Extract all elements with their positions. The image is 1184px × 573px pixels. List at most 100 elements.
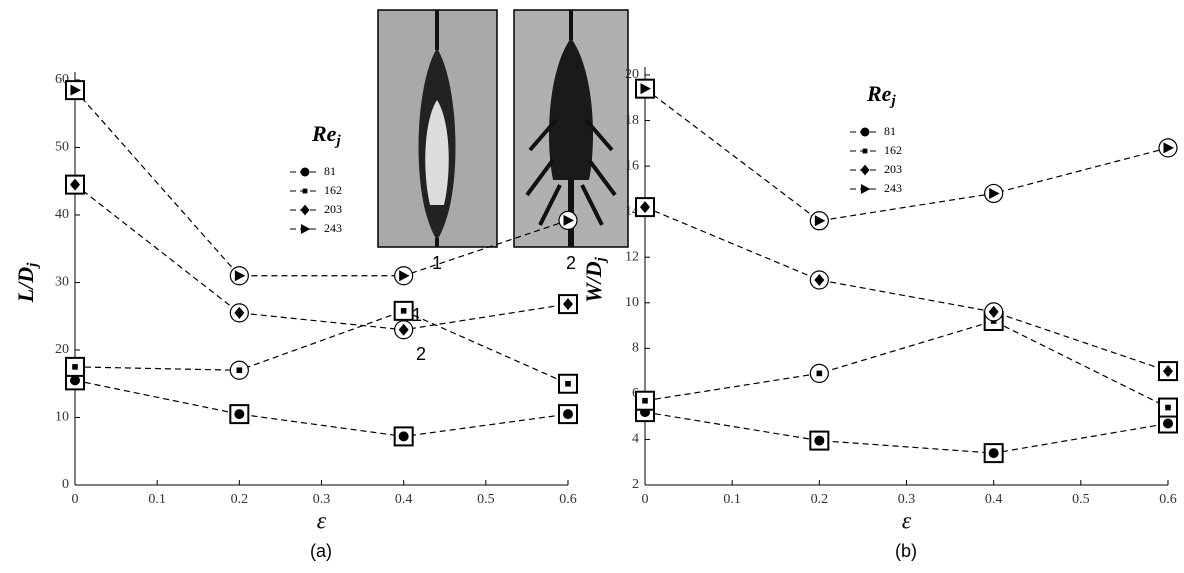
y-axis-label: W/Dj: [581, 256, 609, 303]
y-axis-label-main: W/D: [581, 261, 606, 303]
legend-title-main: Re: [866, 81, 892, 106]
y-tick-label: 18: [625, 113, 639, 128]
legend-label: 203: [324, 202, 342, 216]
x-tick-label: 0.1: [148, 492, 166, 507]
x-tick-label: 0.6: [559, 492, 577, 507]
series-line: [644, 411, 1169, 454]
marker: [300, 167, 310, 177]
x-tick-label: 0.2: [811, 492, 829, 507]
x-tick-label: 0.4: [985, 492, 1003, 507]
series-line: [74, 184, 569, 331]
marker: [563, 214, 574, 226]
marker: [302, 188, 308, 194]
marker: [814, 215, 826, 227]
marker: [1163, 142, 1174, 154]
legend-title-sub: j: [334, 133, 341, 149]
marker: [988, 305, 999, 318]
marker: [989, 187, 1000, 199]
y-tick-label: 30: [55, 275, 69, 290]
y-tick-label: 20: [625, 67, 639, 82]
marker: [640, 83, 651, 95]
marker: [236, 367, 243, 374]
legend-label: 203: [884, 162, 902, 176]
marker: [814, 435, 825, 446]
series-line: [644, 206, 1169, 372]
legend-title: Rej: [866, 81, 896, 109]
marker: [234, 409, 245, 420]
marker: [565, 380, 571, 387]
x-tick-label: 0.5: [477, 492, 495, 507]
marker: [400, 308, 407, 314]
marker: [300, 204, 310, 216]
annotation: 1: [412, 305, 422, 325]
image-caption: 1: [432, 253, 442, 273]
y-tick-label: 12: [625, 249, 639, 264]
marker: [642, 397, 648, 404]
y-tick-label: 16: [625, 158, 639, 173]
x-tick-label: 0.5: [1072, 492, 1090, 507]
marker: [72, 364, 78, 370]
caption: (a): [310, 541, 332, 561]
marker: [1163, 365, 1173, 378]
marker: [1165, 404, 1171, 411]
y-axis-label-sub: j: [593, 256, 609, 263]
x-tick-label: 0.4: [395, 492, 413, 507]
marker: [988, 448, 999, 459]
marker: [860, 184, 871, 194]
y-tick-label: 4: [632, 432, 639, 447]
y-tick-label: 10: [55, 410, 69, 425]
legend-title-main: Re: [311, 121, 337, 146]
marker: [814, 274, 825, 286]
legend-title: Rej: [311, 121, 341, 149]
y-tick-label: 40: [55, 207, 69, 222]
marker: [860, 127, 870, 137]
marker: [563, 298, 573, 311]
series-line: [644, 88, 1169, 222]
marker: [862, 148, 868, 154]
series-line: [644, 320, 1169, 409]
y-axis-label-main: L/D: [13, 267, 38, 304]
series-line: [74, 89, 569, 277]
marker: [816, 370, 823, 377]
marker: [300, 224, 311, 234]
photo-2: [513, 9, 629, 248]
y-tick-label: 50: [55, 140, 69, 155]
x-tick-label: 0.1: [723, 492, 741, 507]
marker: [563, 409, 573, 420]
series-line: [74, 379, 569, 438]
y-tick-label: 10: [625, 295, 639, 310]
x-tick-label: 0.3: [898, 492, 916, 507]
legend-title-sub: j: [889, 93, 896, 109]
marker: [860, 164, 870, 176]
legend-label: 162: [884, 143, 902, 157]
y-axis-label: L/Dj: [13, 262, 41, 303]
legend-label: 243: [324, 221, 342, 235]
x-tick-label: 0.6: [1159, 492, 1177, 507]
y-tick-label: 2: [632, 477, 639, 492]
legend-label: 81: [324, 164, 336, 178]
legend-label: 81: [884, 124, 896, 138]
marker: [70, 84, 81, 96]
marker: [398, 431, 409, 442]
x-tick-label: 0.3: [313, 492, 331, 507]
marker: [1163, 418, 1173, 429]
y-tick-label: 0: [62, 477, 69, 492]
marker: [399, 270, 410, 282]
marker: [234, 270, 246, 282]
image-caption: 2: [566, 253, 576, 273]
marker: [234, 306, 245, 319]
legend-label: 162: [324, 183, 342, 197]
annotation: 2: [416, 344, 426, 364]
x-axis-label: ε: [902, 509, 912, 535]
photo-1: [377, 9, 498, 248]
y-tick-label: 20: [55, 342, 69, 357]
x-tick-label: 0: [72, 492, 79, 507]
x-axis-label: ε: [317, 509, 327, 535]
marker: [398, 323, 409, 336]
x-tick-label: 0: [642, 492, 649, 507]
series-line: [74, 310, 569, 385]
marker: [640, 201, 650, 214]
y-tick-label: 8: [632, 341, 639, 356]
caption: (b): [895, 541, 917, 561]
